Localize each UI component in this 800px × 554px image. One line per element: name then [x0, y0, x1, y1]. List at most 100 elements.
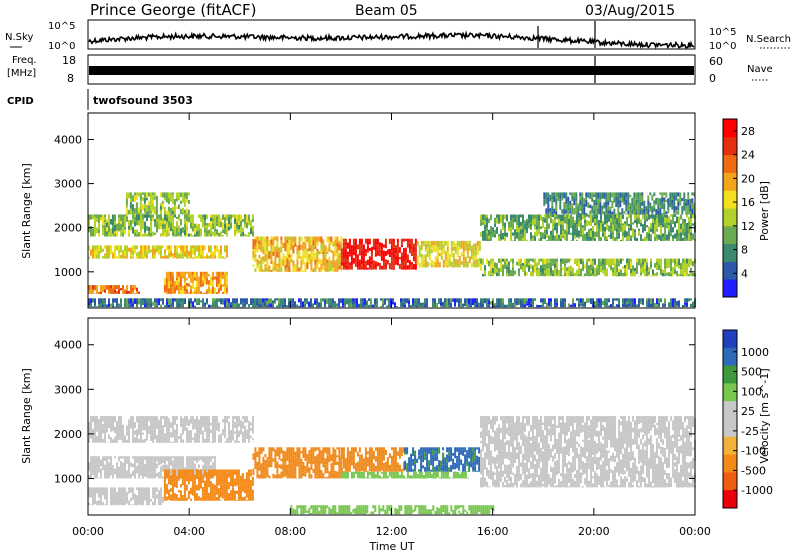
echo-cell	[486, 258, 488, 264]
echo-cell	[306, 298, 308, 302]
echo-cell	[384, 245, 387, 249]
echo-cell	[560, 273, 562, 277]
echo-cell	[188, 462, 190, 467]
echo-cell	[196, 431, 198, 438]
echo-cell	[563, 204, 566, 209]
echo-cell	[126, 245, 128, 252]
echo-cell	[223, 469, 226, 473]
echo-cell	[104, 429, 106, 435]
echo-cell	[227, 472, 230, 478]
echo-cell	[166, 304, 168, 308]
echo-cell	[214, 248, 216, 256]
echo-cell	[92, 459, 94, 465]
echo-cell	[197, 496, 200, 501]
echo-cell	[190, 420, 192, 424]
echo-cell	[122, 220, 124, 228]
echo-cell	[442, 247, 445, 254]
echo-cell	[482, 273, 484, 277]
echo-cell	[668, 225, 670, 230]
echo-cell	[592, 298, 594, 302]
echo-cell	[212, 257, 214, 259]
echo-cell	[158, 245, 160, 250]
echo-cell	[266, 265, 269, 268]
echo-cell	[376, 457, 379, 462]
echo-cell	[298, 460, 301, 465]
echo-cell	[486, 239, 488, 241]
echo-cell	[298, 271, 301, 272]
echo-cell	[608, 217, 610, 222]
echo-cell	[124, 462, 126, 467]
echo-cell	[560, 271, 562, 274]
echo-cell	[344, 238, 347, 242]
echo-cell	[244, 437, 246, 440]
echo-cell	[180, 433, 182, 437]
echo-cell	[530, 303, 532, 308]
echo-cell	[547, 197, 550, 203]
echo-cell	[436, 259, 439, 265]
echo-cell	[366, 245, 369, 251]
echo-cell	[380, 453, 383, 459]
echo-cell	[308, 259, 311, 265]
echo-cell	[126, 425, 128, 432]
echo-cell	[332, 458, 335, 463]
echo-cell	[98, 461, 100, 469]
echo-cell	[94, 426, 96, 431]
echo-cell	[564, 217, 566, 224]
echo-cell	[552, 261, 554, 264]
echo-cell	[506, 232, 508, 237]
colorbar-tick-label: 16	[741, 196, 755, 209]
echo-cell	[682, 218, 684, 225]
echo-cell	[344, 462, 347, 468]
echo-cell	[568, 306, 570, 308]
echo-cell	[350, 447, 353, 451]
echo-cell	[288, 457, 291, 464]
echo-cell	[426, 240, 429, 248]
echo-cell	[654, 273, 656, 277]
echo-cell	[280, 301, 282, 307]
echo-cell	[328, 453, 331, 456]
echo-cell	[584, 273, 586, 277]
echo-cell	[573, 199, 576, 206]
echo-cell	[300, 304, 302, 308]
echo-cell	[582, 298, 584, 304]
echo-cell	[118, 214, 120, 218]
echo-cell	[186, 248, 188, 254]
echo-cell	[622, 238, 624, 241]
echo-cell	[612, 267, 614, 273]
echo-cell	[165, 194, 168, 197]
echo-cell	[206, 456, 208, 461]
echo-cell	[502, 235, 504, 240]
echo-cell	[480, 258, 482, 264]
echo-cell	[136, 220, 138, 226]
echo-cell	[546, 218, 548, 224]
echo-cell	[210, 221, 212, 228]
echo-cell	[557, 192, 560, 198]
echo-cell	[616, 304, 618, 308]
echo-cell	[458, 243, 461, 248]
echo-cell	[144, 256, 146, 259]
echo-cell	[150, 249, 152, 253]
echo-cell	[217, 288, 220, 294]
echo-cell	[546, 275, 548, 277]
echo-cell	[205, 479, 208, 484]
echo-cell	[154, 416, 156, 422]
echo-cell	[292, 303, 294, 308]
echo-cell	[144, 438, 146, 443]
echo-cell	[310, 464, 313, 470]
echo-cell	[189, 290, 192, 294]
echo-cell	[552, 270, 554, 274]
echo-cell	[190, 458, 192, 462]
echo-cell	[94, 416, 96, 423]
echo-cell	[140, 231, 142, 236]
echo-cell	[110, 419, 112, 427]
echo-cell	[138, 497, 140, 505]
echo-cell	[372, 469, 375, 472]
echo-cell	[220, 433, 222, 437]
echo-cell	[224, 257, 226, 259]
echo-cell	[308, 248, 311, 252]
echo-cell	[358, 244, 361, 250]
echo-cell	[294, 236, 297, 243]
echo-cell	[668, 233, 670, 240]
echo-cell	[644, 236, 646, 241]
echo-cell	[310, 453, 313, 459]
